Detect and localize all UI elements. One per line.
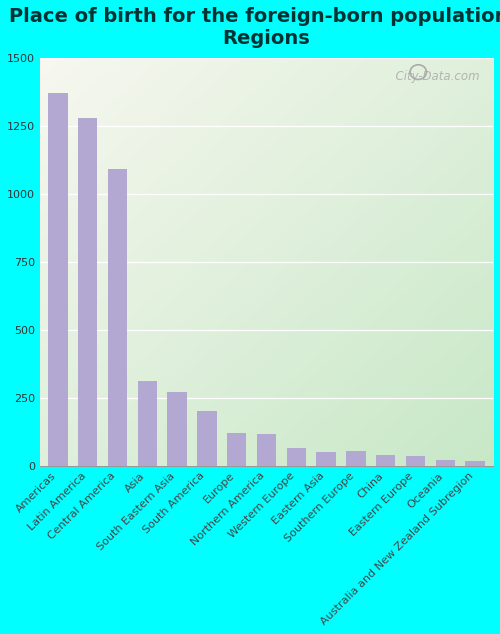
Bar [466, 461, 485, 466]
Bar [168, 392, 186, 466]
Bar [197, 411, 216, 466]
Bar [346, 451, 366, 466]
Bar [286, 448, 306, 466]
Bar [78, 118, 98, 466]
Bar [48, 93, 68, 466]
Bar [138, 382, 157, 466]
Text: City-Data.com: City-Data.com [388, 70, 480, 83]
Bar [436, 460, 455, 466]
Bar [376, 455, 396, 466]
Bar [257, 434, 276, 466]
Title: Place of birth for the foreign-born population -
Regions: Place of birth for the foreign-born popu… [10, 7, 500, 48]
Bar [316, 452, 336, 466]
Bar [227, 433, 246, 466]
Bar [406, 456, 425, 466]
Bar [108, 169, 127, 466]
